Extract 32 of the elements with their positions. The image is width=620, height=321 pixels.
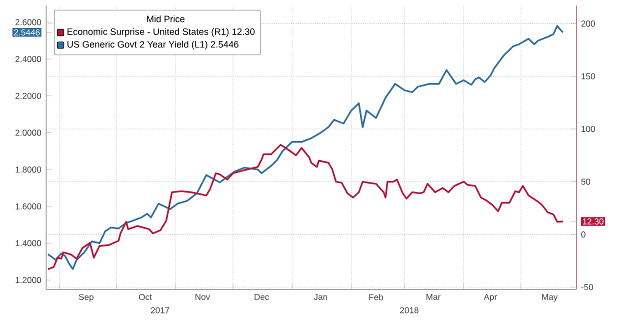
line-series (47, 144, 564, 270)
x-tick-label: Apr (484, 294, 497, 302)
y-tick-label: 2.5446 (14, 29, 40, 36)
x-tick-label: May (542, 294, 558, 302)
y-tick-label: 2.6000 (16, 19, 42, 26)
legend-label: US Generic Govt 2 Year Yield (L1) 2.5446 (67, 40, 238, 50)
x-tick-label: Dec (254, 294, 270, 300)
y2-tick-label: 0 (581, 231, 586, 238)
legend-label: Economic Surprise - United States (R1) 12.30 (68, 28, 255, 37)
y-tick-label: 1.6000 (16, 203, 42, 210)
x-tick-label: Jan (314, 294, 328, 300)
line-series (47, 24, 564, 270)
y-tick-label: 1.8000 (16, 166, 42, 173)
text: 2018 (400, 307, 418, 314)
x-tick-label: Mar (426, 294, 440, 300)
legend-title: Mid Price (147, 15, 185, 22)
y2-tick-label: 150 (582, 73, 595, 80)
y2-tick-label: 200 (581, 20, 595, 27)
y2-tick-label: 100 (582, 126, 595, 132)
x-tick-label: Sep (78, 294, 94, 302)
y-tick-label: 2.0000 (16, 130, 42, 136)
y-tick-label: 2.2000 (16, 92, 42, 99)
y2-tick-label: -50 (581, 284, 594, 290)
text: 2017 (150, 307, 170, 314)
x-tick-label: Feb (369, 294, 384, 300)
y-tick-label: 1.2000 (16, 276, 42, 284)
y2-tick-label: 50 (581, 178, 590, 185)
x-tick-label: Nov (196, 294, 210, 300)
x-tick-label: Oct (138, 294, 152, 300)
y2-tick-label: 12.30 (582, 218, 604, 224)
y-tick-label: 1.4000 (16, 240, 42, 246)
y-tick-label: 2.4000 (16, 56, 42, 62)
